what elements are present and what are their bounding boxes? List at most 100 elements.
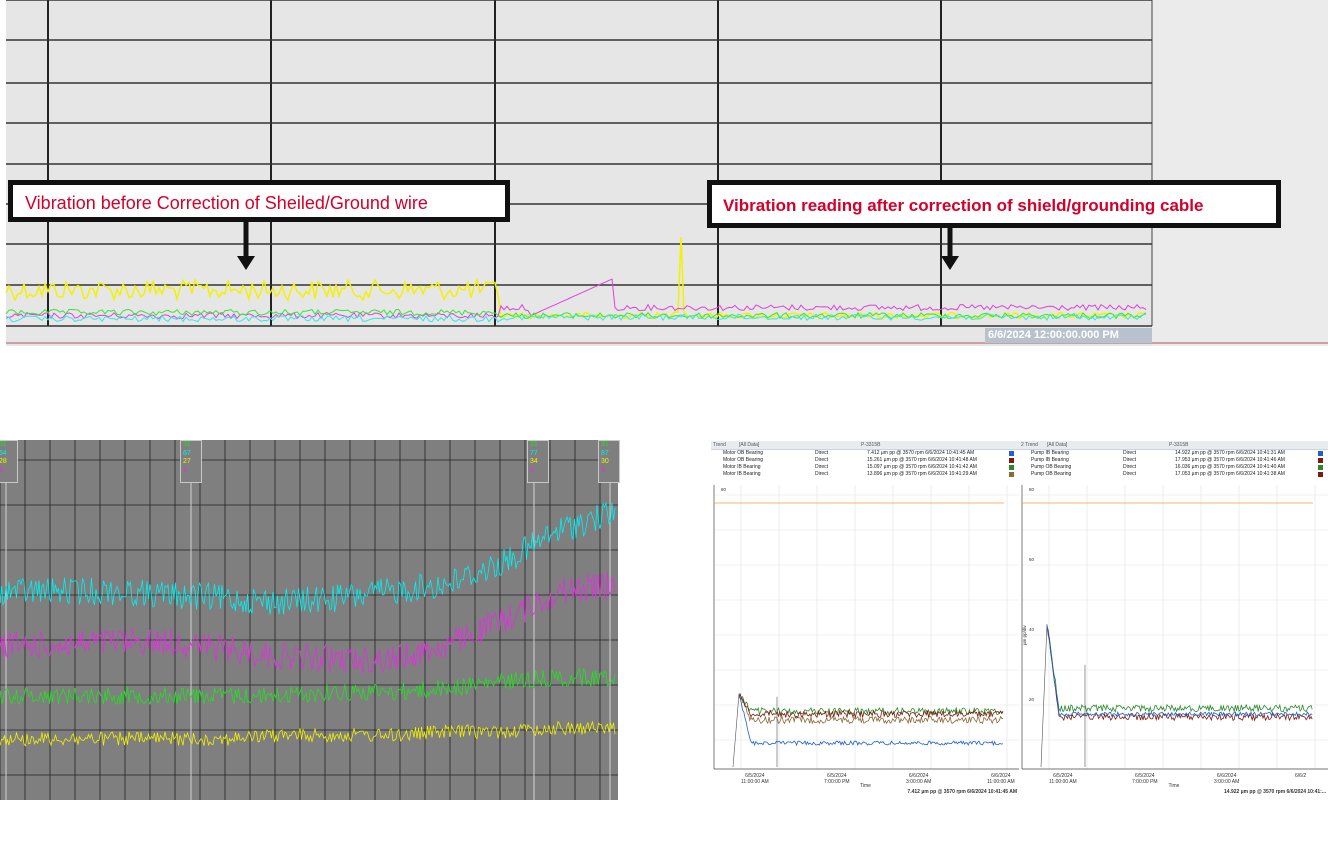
plot-background	[6, 0, 1328, 346]
x-tick-label: 6/6/2024 3:00:00 AM	[1214, 773, 1240, 785]
y-tick-label: 60	[1029, 557, 1035, 562]
channel-color-swatch[interactable]	[1009, 465, 1014, 470]
channel-name: Pump OB Bearing	[1031, 471, 1072, 477]
channel-name: Motor OB Bearing	[723, 457, 764, 463]
series-line	[1046, 626, 1313, 722]
plot-background	[711, 485, 1019, 775]
channel-mode[interactable]: Direct	[815, 464, 829, 470]
channel-color-swatch[interactable]	[1318, 472, 1323, 477]
channel-row[interactable]: Motor OB Bearing Direct 15.261 µm pp @ 357…	[711, 457, 1019, 464]
channel-color-swatch[interactable]	[1009, 472, 1014, 477]
series-line	[0, 571, 616, 674]
series-line	[738, 693, 1004, 719]
cursor-label-box[interactable]: 31 77 34 9	[527, 440, 549, 483]
channel-row[interactable]: Pump IB Bearing Direct 17.953 µm pp @ 3570…	[1019, 457, 1328, 464]
x-tick-label: 6/6/2024 11:00:00 AM	[987, 773, 1015, 785]
channel-name: Motor OB Bearing	[723, 450, 764, 456]
x-axis-labels: 6/5/2024 11:00:00 AM 6/5/2024 7:00:00 PM 6/6…	[711, 771, 1019, 798]
channel-mode[interactable]: Direct	[1123, 450, 1137, 456]
y-axis-label: µm pp/div	[1022, 625, 1027, 645]
channel-row[interactable]: Motor IB Bearing Direct 13.896 µm pp @ 357…	[711, 471, 1019, 478]
channel-mode[interactable]: Direct	[815, 471, 829, 477]
right-margin	[1152, 0, 1328, 346]
channel-list: Pump IB Bearing Direct 14.922 µm pp @ 3570…	[1019, 450, 1328, 484]
trend-chart-canvas	[5, 0, 1328, 346]
cursor-label-box[interactable]: 31 67 27 9	[180, 440, 202, 483]
plot-background	[1019, 485, 1328, 775]
header-field: P-3315B	[1169, 442, 1189, 448]
annotation-before: Vibration before Correction of Sheiled/G…	[8, 180, 510, 222]
channel-mode[interactable]: Direct	[815, 457, 829, 463]
x-tick-label: 6/5/2024 7:00:00 PM	[824, 773, 850, 785]
cursor-readout: 7.412 µm pp @ 3570 rpm 6/6/2024 10:41:45…	[907, 789, 1017, 795]
spike-line	[732, 693, 740, 768]
channel-reading: 13.896 µm pp @ 3570 rpm 6/6/2024 10:41:2…	[867, 471, 977, 477]
series-line	[5, 278, 1147, 320]
cursor-value: 27	[183, 458, 191, 465]
x-axis-label: Time	[1168, 783, 1180, 789]
channel-row[interactable]: Motor OB Bearing Direct 7.412 µm pp @ 3570…	[711, 450, 1019, 457]
x-tick-label: 6/6/2024 3:00:00 AM	[906, 773, 932, 785]
channel-reading: 17.053 µm pp @ 3570 rpm 6/6/2024 10:41:3…	[1175, 471, 1285, 477]
cursor-value: 31	[530, 441, 538, 448]
cursor-value: 30	[601, 458, 609, 465]
series-line	[0, 501, 616, 615]
x-tick-label: 6/5/2024 11:00:00 AM	[1049, 773, 1077, 785]
header-field: 2 Trend	[1021, 442, 1038, 448]
channel-mode[interactable]: Direct	[815, 450, 829, 456]
channel-color-swatch[interactable]	[1318, 465, 1323, 470]
series-line	[5, 313, 1147, 323]
cursor-value: 31	[601, 441, 609, 448]
x-tick-label: 6/5/2024 11:00:00 AM	[741, 773, 769, 785]
channel-reading: 15.261 µm pp @ 3570 rpm 6/6/2024 10:41:4…	[867, 457, 977, 463]
trend-chart-canvas: 80	[711, 485, 1019, 775]
channel-row[interactable]: Pump IB Bearing Direct 14.922 µm pp @ 3570…	[1019, 450, 1328, 457]
series-line	[0, 720, 616, 747]
channel-name: Motor IB Bearing	[723, 464, 761, 470]
channel-row[interactable]: Pump OB Bearing Direct 16.036 µm pp @ 3570…	[1019, 464, 1328, 471]
y-tick-label: 80	[721, 487, 727, 492]
arrow-head	[237, 256, 255, 270]
channel-mode[interactable]: Direct	[1123, 457, 1137, 463]
series-line	[738, 695, 1004, 725]
arrow-head	[941, 256, 959, 270]
channel-reading: 7.412 µm pp @ 3570 rpm 6/6/2024 10:41:45…	[867, 450, 975, 456]
cursor-label-box[interactable]: 31 87 30 9	[598, 440, 620, 483]
plot-header: Trend [All Data] P-3315B	[711, 441, 1019, 450]
channel-mode[interactable]: Direct	[1123, 464, 1137, 470]
trend-plot-panel: 2 Trend [All Data] P-3315B Pump IB Bearing D…	[1019, 441, 1328, 798]
scope-chart-canvas	[0, 440, 618, 800]
cursor-value: 64	[0, 449, 7, 457]
scope-trend-plot: 31 64 28 9 31 67 27 9 31 77 34 9 31 87 3…	[0, 440, 620, 800]
channel-name: Pump IB Bearing	[1031, 450, 1069, 456]
header-field: [All Data]	[1047, 442, 1068, 448]
channel-color-swatch[interactable]	[1318, 451, 1323, 456]
x-axis-label: Time	[860, 783, 871, 789]
header-field: Trend	[713, 442, 726, 448]
annotation-after: Vibration reading after correction of sh…	[707, 180, 1281, 228]
y-tick-label: 40	[1029, 627, 1035, 632]
channel-list: Motor OB Bearing Direct 7.412 µm pp @ 3570…	[711, 450, 1019, 484]
series-line	[0, 667, 616, 706]
header-field: [All Data]	[739, 442, 760, 448]
cursor-value: 9	[0, 466, 3, 474]
cursor-value: 77	[530, 449, 538, 457]
plot-header: 2 Trend [All Data] P-3315B	[1019, 441, 1328, 450]
cursor-value: 31	[183, 441, 191, 448]
channel-reading: 16.036 µm pp @ 3570 rpm 6/6/2024 10:41:4…	[1175, 464, 1285, 470]
channel-color-swatch[interactable]	[1009, 458, 1014, 463]
cursor-readout: 14.922 µm pp @ 3570 rpm 6/6/2024 10:41:.…	[1224, 789, 1326, 795]
channel-reading: 15.097 µm pp @ 3570 rpm 6/6/2024 10:41:4…	[867, 464, 977, 470]
cursor-value: 87	[601, 449, 609, 457]
channel-color-swatch[interactable]	[1318, 458, 1323, 463]
y-tick-label: 20	[1029, 697, 1035, 702]
cursor-label-box[interactable]: 31 64 28 9	[0, 440, 18, 483]
cursor-value: 28	[0, 458, 7, 465]
spike-line	[1040, 624, 1048, 768]
channel-row[interactable]: Pump OB Bearing Direct 17.053 µm pp @ 3570…	[1019, 471, 1328, 478]
cursor-value: 67	[183, 449, 191, 457]
channel-color-swatch[interactable]	[1009, 451, 1014, 456]
channel-mode[interactable]: Direct	[1123, 471, 1137, 477]
x-tick-label: 6/5/2024 7:00:00 PM	[1132, 773, 1158, 785]
channel-row[interactable]: Motor IB Bearing Direct 15.097 µm pp @ 357…	[711, 464, 1019, 471]
